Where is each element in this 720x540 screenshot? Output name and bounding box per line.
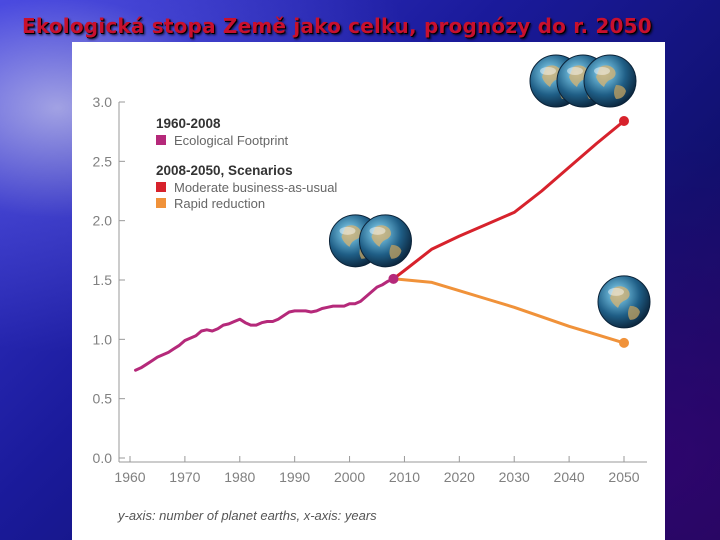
legend-heading: 1960-2008 [156,116,221,131]
planet-earth-icon [583,54,637,108]
series-line-moderate [392,119,626,281]
x-tick-label: 2040 [554,469,585,485]
slide-title: Ekologická stopa Země jako celku, prognó… [22,14,652,38]
x-tick-label: 1980 [224,469,255,485]
series-layer [134,115,629,372]
legend-swatch-rapid [156,198,166,208]
y-tick-label: 3.0 [93,94,113,110]
legend-label-moderate: Moderate business-as-usual [174,180,337,195]
y-tick-label: 0.5 [93,391,113,407]
legend-heading: 2008-2050, Scenarios [156,163,293,178]
chart-panel: 0.0 0.5 1.0 1.5 2.0 2.5 3.0 1960 1970 1980 1990 200… [72,42,665,540]
legend-label-footprint: Ecological Footprint [174,133,289,148]
x-tick-label: 1960 [114,469,145,485]
y-tick-label: 0.0 [93,450,113,466]
x-tick-label: 2000 [334,469,365,485]
y-tick-label: 1.0 [93,331,113,347]
axis-caption: y-axis: number of planet earths, x-axis:… [118,508,377,523]
y-tick-label: 1.5 [93,272,113,288]
legend: 1960-2008 Ecological Footprint 2008-2050, … [156,116,337,211]
endpoint-marker-rapid [619,337,629,348]
x-tick-label: 1970 [169,469,200,485]
x-tick-label: 2020 [444,469,475,485]
planet-earth-icon [597,275,651,329]
legend-swatch-footprint [156,135,166,145]
axes: 0.0 0.5 1.0 1.5 2.0 2.5 3.0 1960 1970 1980 1990 200… [93,94,647,485]
planet-earth-icon [358,214,412,268]
endpoint-marker-footprint [388,273,399,284]
x-tick-label: 2030 [499,469,530,485]
x-tick-label: 1990 [279,469,310,485]
line-chart: 0.0 0.5 1.0 1.5 2.0 2.5 3.0 1960 1970 1980 1990 200… [93,54,651,485]
endpoint-marker-moderate [619,115,629,126]
x-tick-label: 2050 [608,469,639,485]
y-tick-label: 2.0 [93,213,113,229]
legend-swatch-moderate [156,182,166,192]
globes-layer [328,54,651,329]
y-tick-label: 2.5 [93,153,113,169]
legend-label-rapid: Rapid reduction [174,196,265,211]
series-line-rapid [392,277,626,345]
series-line-footprint [134,277,395,372]
x-tick-label: 2010 [389,469,420,485]
